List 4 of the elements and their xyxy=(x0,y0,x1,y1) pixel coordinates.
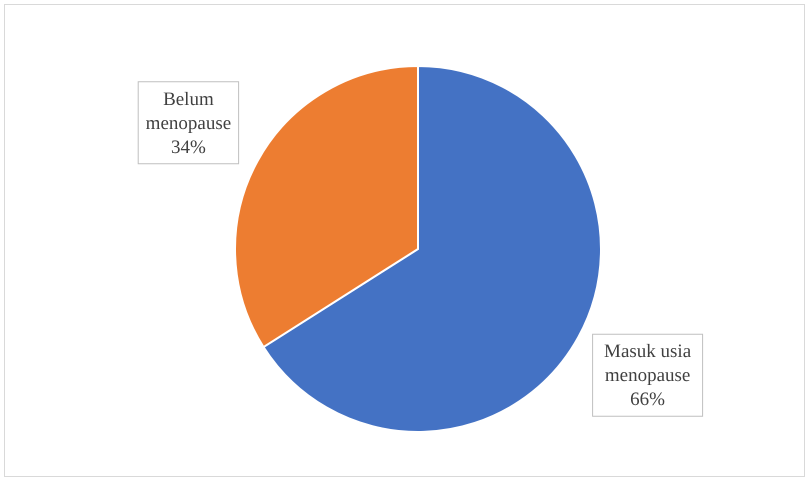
slice-label: Belum menopause xyxy=(146,88,232,134)
data-label: 34% xyxy=(170,136,206,158)
data-label: 66% xyxy=(630,389,666,410)
slice-label: Masuk usia menopause xyxy=(604,341,692,386)
